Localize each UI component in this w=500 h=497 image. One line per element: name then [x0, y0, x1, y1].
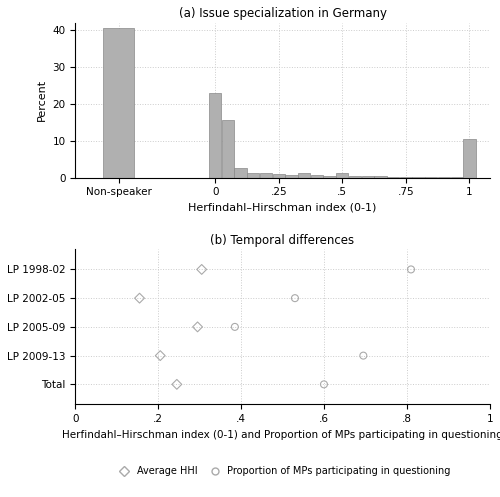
Bar [400, 176, 412, 177]
X-axis label: Herfindahl–Hirschman index (0-1) and Proportion of MPs participating in question: Herfindahl–Hirschman index (0-1) and Pro… [62, 430, 500, 440]
Legend: Average HHI, Proportion of MPs participating in questioning: Average HHI, Proportion of MPs participa… [110, 463, 454, 480]
Bar [464, 139, 475, 177]
Point [136, 294, 143, 302]
Point [156, 352, 164, 360]
Point [291, 294, 299, 302]
Y-axis label: Percent: Percent [37, 79, 47, 121]
Bar [362, 176, 374, 177]
Bar [286, 174, 298, 177]
Point [407, 265, 415, 273]
Title: (b) Temporal differences: (b) Temporal differences [210, 234, 354, 247]
Bar [104, 28, 134, 177]
Bar [247, 173, 260, 177]
Bar [272, 174, 285, 177]
Bar [336, 173, 348, 177]
Bar [298, 173, 310, 177]
Point [198, 265, 205, 273]
Point [194, 323, 202, 331]
Bar [222, 120, 234, 177]
Title: (a) Issue specialization in Germany: (a) Issue specialization in Germany [178, 7, 386, 20]
Bar [234, 168, 246, 177]
Point [320, 380, 328, 388]
Bar [324, 176, 336, 177]
Point [231, 323, 239, 331]
Bar [374, 176, 386, 177]
Bar [349, 176, 361, 177]
Bar [209, 92, 221, 177]
Point [173, 380, 181, 388]
Bar [310, 174, 323, 177]
Bar [260, 173, 272, 177]
X-axis label: Herfindahl–Hirschman index (0-1): Herfindahl–Hirschman index (0-1) [188, 203, 376, 213]
Point [360, 352, 368, 360]
